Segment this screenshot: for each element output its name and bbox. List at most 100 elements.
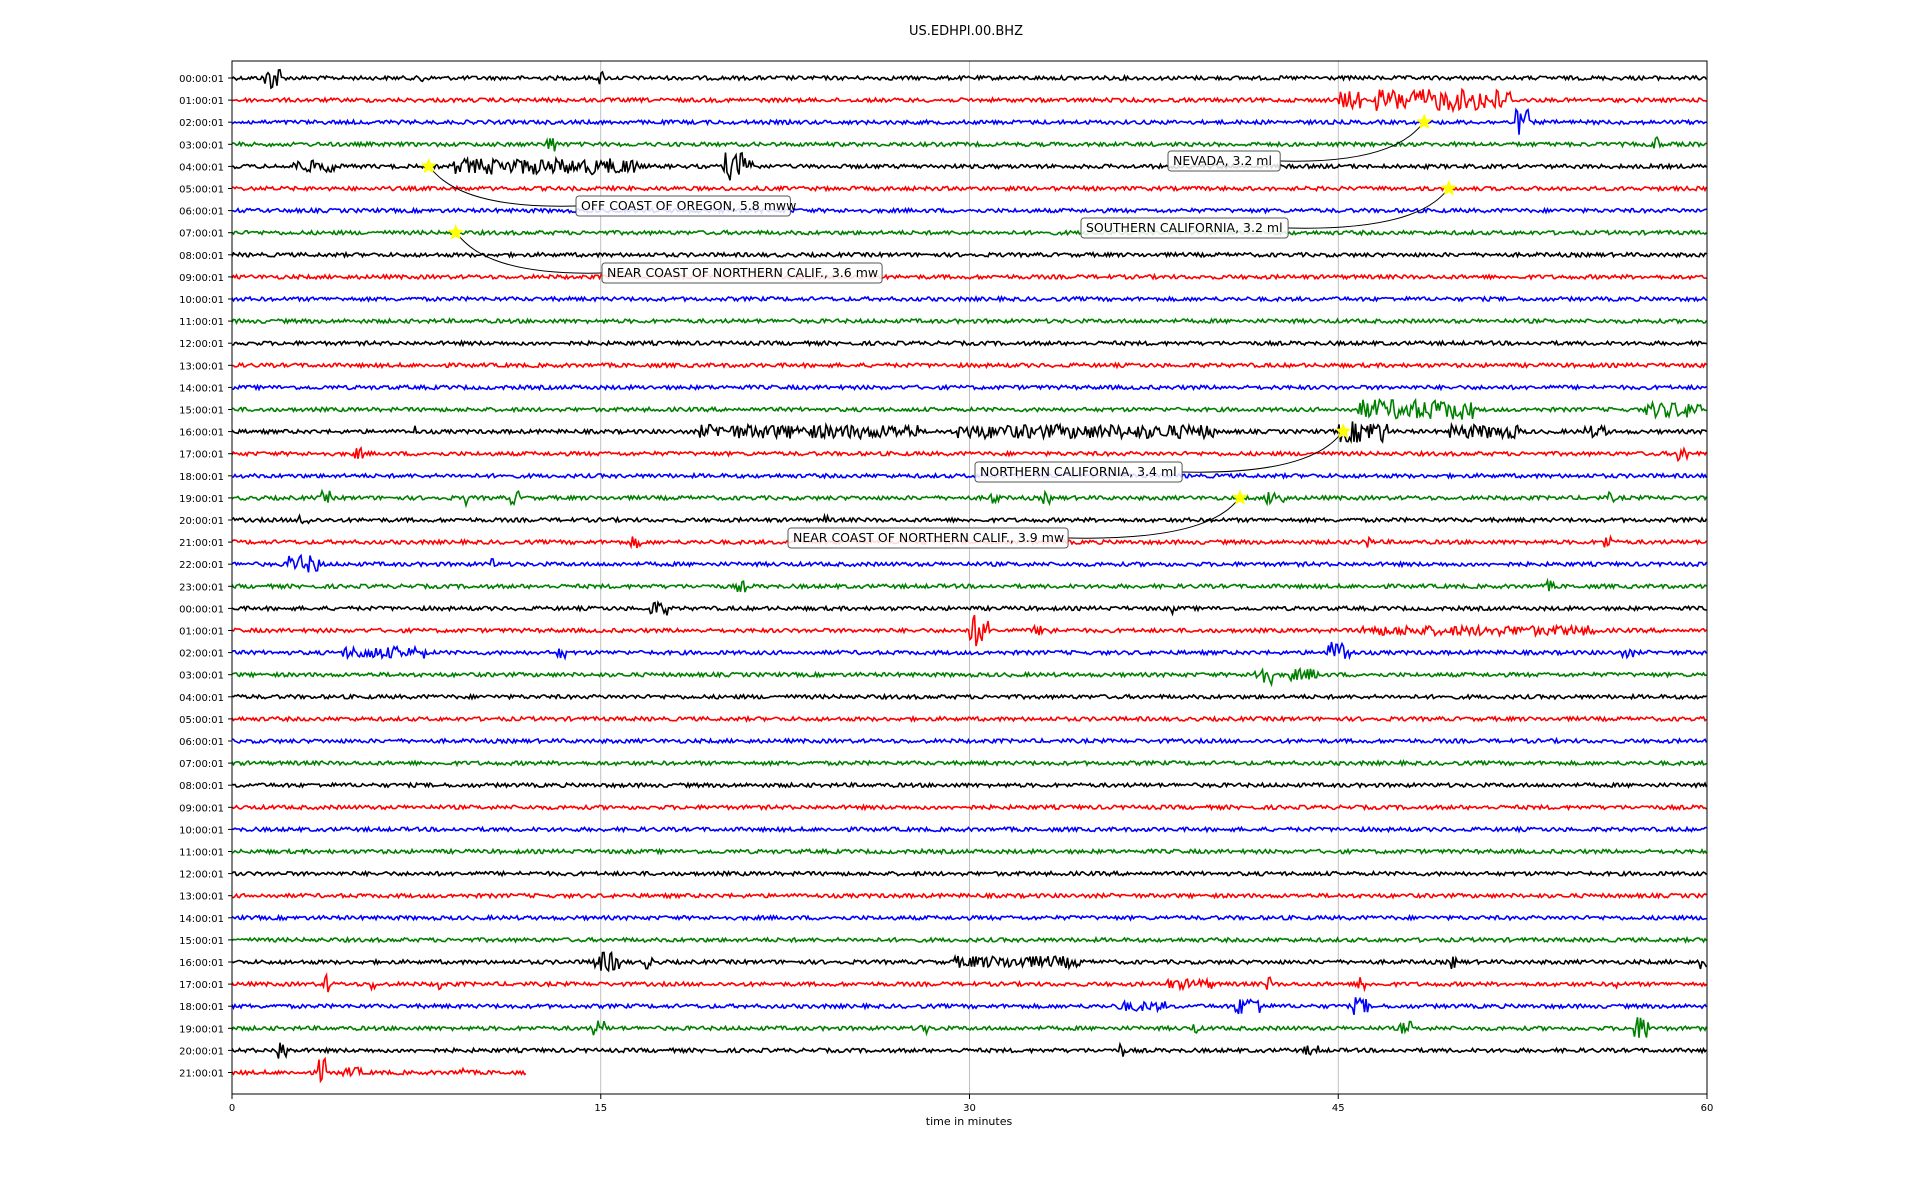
row-time-label: 02:00:01 xyxy=(179,649,224,660)
event-label-box xyxy=(787,527,1069,549)
event-label-box xyxy=(974,461,1183,483)
row-time-label: 08:00:01 xyxy=(179,781,224,792)
row-time-label: 18:00:01 xyxy=(179,1002,224,1013)
trace-line xyxy=(231,736,1708,745)
row-time-label: 01:00:01 xyxy=(179,627,224,638)
trace-line xyxy=(231,68,1708,90)
trace-line xyxy=(231,206,1707,215)
row-time-label: 03:00:01 xyxy=(179,140,224,151)
trace-line xyxy=(232,339,1707,348)
row-time-label: 17:00:01 xyxy=(179,450,224,461)
trace-line xyxy=(231,317,1708,325)
row-time-label: 10:00:01 xyxy=(179,825,224,836)
row-time-label: 13:00:01 xyxy=(179,892,224,903)
row-time-label: 06:00:01 xyxy=(179,207,224,218)
trace-line xyxy=(231,913,1707,922)
trace-line xyxy=(231,759,1707,768)
row-time-label: 13:00:01 xyxy=(179,361,224,372)
row-time-label: 18:00:01 xyxy=(179,472,224,483)
trace-line xyxy=(231,666,1707,688)
event-label-box xyxy=(1167,150,1281,172)
row-time-label: 06:00:01 xyxy=(179,737,224,748)
event-label-box xyxy=(601,262,883,284)
trace-line xyxy=(231,151,1708,181)
row-time-label: 01:00:01 xyxy=(179,96,224,107)
event-label: OFF COAST OF OREGON, 5.8 mww xyxy=(581,198,796,213)
trace-line xyxy=(231,847,1708,856)
event-star-marker xyxy=(1231,489,1249,505)
trace-line xyxy=(232,471,1708,480)
row-time-label: 10:00:01 xyxy=(179,295,224,306)
trace-line xyxy=(231,445,1708,463)
event-label-box xyxy=(575,195,791,217)
trace-line xyxy=(231,272,1707,281)
trace-line xyxy=(231,891,1707,900)
trace-line xyxy=(231,397,1707,420)
row-time-label: 15:00:01 xyxy=(179,936,224,947)
row-time-label: 16:00:01 xyxy=(179,428,224,439)
trace-line xyxy=(231,421,1708,444)
event-star-marker xyxy=(447,224,464,240)
trace-line xyxy=(231,107,1707,135)
row-time-label: 00:00:01 xyxy=(179,604,224,615)
trace-line xyxy=(231,692,1707,701)
trace-line xyxy=(231,250,1707,259)
trace-line xyxy=(231,383,1707,392)
event-star-marker xyxy=(420,157,437,174)
row-time-label: 20:00:01 xyxy=(179,1046,224,1057)
trace-line xyxy=(231,1041,1708,1060)
event-annotations: NEVADA, 3.2 ml OFF COAST OF OREGON, 5.8 m… xyxy=(420,113,1458,549)
trace-line xyxy=(231,803,1708,812)
row-time-label: 12:00:01 xyxy=(179,339,224,350)
trace-line xyxy=(231,996,1708,1015)
row-time-label: 07:00:01 xyxy=(179,229,224,240)
row-time-label: 20:00:01 xyxy=(179,516,224,527)
event-label: NEAR COAST OF NORTHERN CALIF., 3.6 mw xyxy=(607,265,878,280)
event-label-box xyxy=(1080,217,1289,239)
row-time-label: 15:00:01 xyxy=(179,406,224,417)
trace-line xyxy=(231,184,1708,193)
trace-line xyxy=(231,614,1708,647)
row-time-label: 14:00:01 xyxy=(179,914,224,925)
row-time-label: 17:00:01 xyxy=(179,980,224,991)
trace-line xyxy=(231,553,1708,573)
trace-line xyxy=(231,869,1708,878)
trace-line xyxy=(231,512,1708,525)
row-time-label: 19:00:01 xyxy=(179,1024,224,1035)
event-label: NEVADA, 3.2 ml xyxy=(1173,153,1272,168)
x-tick-label: 45 xyxy=(1332,1103,1345,1114)
trace-line xyxy=(231,488,1708,509)
trace-line xyxy=(231,135,1707,152)
trace-line xyxy=(231,87,1707,114)
trace-line xyxy=(231,228,1708,237)
chart-title: US.EDHPI.00.BHZ xyxy=(909,24,1023,39)
row-time-label: 05:00:01 xyxy=(179,715,224,726)
trace-line xyxy=(231,1056,527,1084)
row-time-label: 08:00:01 xyxy=(179,251,224,262)
row-time-label: 09:00:01 xyxy=(179,803,224,814)
trace-line xyxy=(231,294,1708,304)
row-time-label: 05:00:01 xyxy=(179,185,224,196)
row-time-label: 12:00:01 xyxy=(179,870,224,881)
trace-line xyxy=(231,577,1707,593)
row-time-label: 09:00:01 xyxy=(179,273,224,284)
x-tick-label: 15 xyxy=(594,1103,607,1114)
trace-line xyxy=(231,971,1708,993)
trace-line xyxy=(231,1017,1708,1038)
trace-line xyxy=(231,361,1707,370)
row-time-label: 07:00:01 xyxy=(179,759,224,770)
event-star-marker xyxy=(1440,179,1458,196)
row-time-label: 22:00:01 xyxy=(179,560,224,571)
row-time-label: 11:00:01 xyxy=(179,848,224,859)
row-time-label: 02:00:01 xyxy=(179,118,224,129)
row-time-label: 23:00:01 xyxy=(179,582,224,593)
row-time-label: 14:00:01 xyxy=(179,383,224,394)
row-time-label: 16:00:01 xyxy=(179,958,224,969)
x-axis-ticks: 0 15 30 45 60 xyxy=(229,1094,1713,1114)
trace-line xyxy=(231,781,1708,790)
event-label: SOUTHERN CALIFORNIA, 3.2 ml xyxy=(1086,220,1283,235)
row-time-label: 19:00:01 xyxy=(179,494,224,505)
event-label: NORTHERN CALIFORNIA, 3.4 ml xyxy=(980,464,1177,479)
